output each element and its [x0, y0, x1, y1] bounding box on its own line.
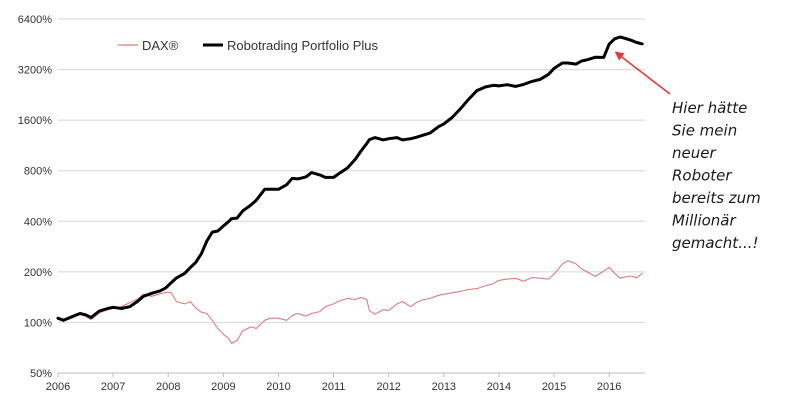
y-tick-label: 800% — [24, 166, 52, 178]
y-tick-label: 50% — [30, 368, 52, 380]
x-tick-label: 2015 — [542, 381, 566, 393]
x-tick-label: 2006 — [46, 381, 70, 393]
series-lines — [56, 35, 644, 344]
y-axis-ticks: 50% 100% 200% 400% 800% 1600% 3200% 6400% — [18, 14, 52, 380]
grid-lines — [58, 18, 645, 323]
y-tick-label: 100% — [24, 317, 52, 329]
y-tick-label: 1600% — [18, 115, 52, 127]
x-tick-label: 2010 — [266, 381, 290, 393]
annotation-line: neuer — [672, 144, 716, 162]
annotation-arrowhead — [614, 51, 625, 61]
y-tick-label: 400% — [24, 216, 52, 228]
legend: DAX® Robotrading Portfolio Plus — [118, 38, 379, 53]
legend-label-robotrading: Robotrading Portfolio Plus — [227, 38, 379, 53]
y-tick-label: 3200% — [18, 65, 52, 77]
annotation-line: gemacht...! — [672, 234, 759, 252]
y-tick-label: 200% — [24, 267, 52, 279]
annotation-line: Hier hätte — [672, 99, 747, 117]
annotation-text: Hier hätte Sie mein neuer Roboter bereits zu… — [672, 99, 761, 252]
annotation-line: Roboter — [672, 167, 732, 185]
x-tick-label: 2009 — [211, 381, 235, 393]
x-tick-label: 2013 — [432, 381, 456, 393]
x-tick-label: 2008 — [156, 381, 180, 393]
annotation: Hier hätte Sie mein neuer Roboter bereits zu… — [614, 51, 761, 252]
x-tick-label: 2012 — [376, 381, 400, 393]
annotation-arrow — [621, 56, 671, 95]
annotation-line: bereits zum — [672, 189, 761, 207]
x-tick-label: 2016 — [597, 381, 621, 393]
annotation-line: Millionär — [672, 212, 736, 230]
annotation-line: Sie mein — [672, 122, 737, 140]
legend-label-dax: DAX® — [142, 38, 179, 53]
x-tick-label: 2011 — [322, 381, 346, 393]
series-line-robotrading — [56, 35, 644, 322]
series-line-dax — [57, 260, 643, 344]
x-axis-ticks: 2006 2007 2008 2009 2010 2011 2012 2013 2014 2015… — [46, 373, 621, 393]
x-tick-label: 2007 — [101, 381, 125, 393]
x-tick-label: 2014 — [487, 381, 511, 393]
y-tick-label: 6400% — [18, 14, 52, 26]
